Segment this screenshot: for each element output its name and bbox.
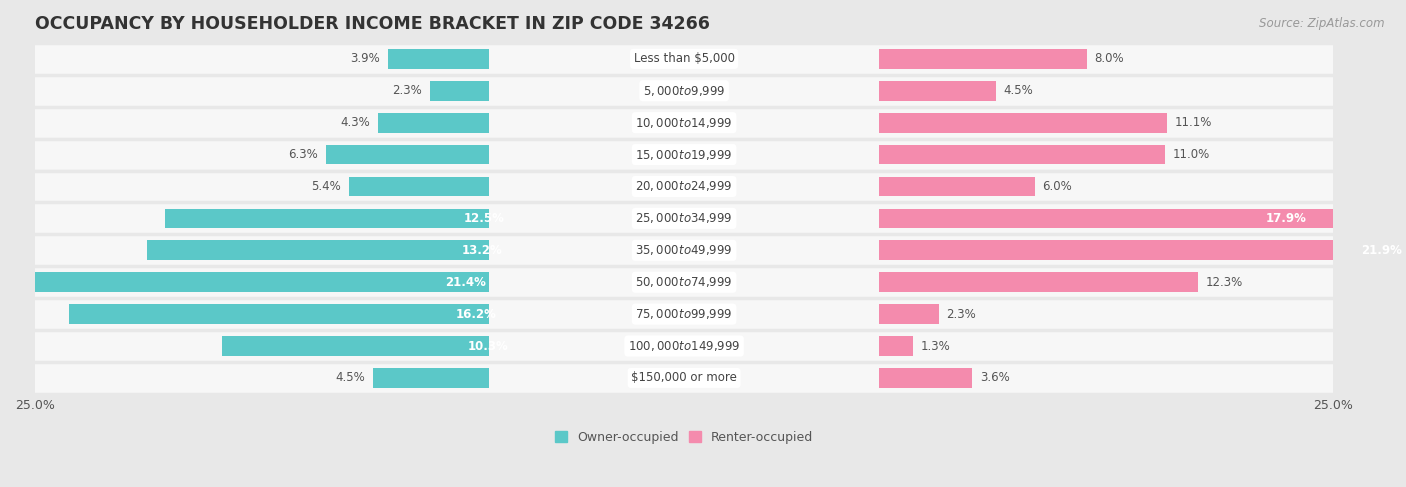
Text: $15,000 to $19,999: $15,000 to $19,999 [636, 148, 733, 162]
Text: 3.9%: 3.9% [350, 52, 380, 65]
Bar [879, 368, 973, 388]
Text: Source: ZipAtlas.com: Source: ZipAtlas.com [1260, 17, 1385, 30]
FancyBboxPatch shape [27, 363, 1341, 393]
Bar [326, 145, 489, 165]
Text: 10.3%: 10.3% [468, 339, 509, 353]
Text: $20,000 to $24,999: $20,000 to $24,999 [636, 180, 733, 193]
FancyBboxPatch shape [27, 267, 1341, 298]
Text: 12.3%: 12.3% [1206, 276, 1243, 289]
Bar [879, 304, 939, 324]
Text: $10,000 to $14,999: $10,000 to $14,999 [636, 116, 733, 130]
Text: 16.2%: 16.2% [456, 308, 496, 320]
Bar [373, 368, 489, 388]
Bar [388, 49, 489, 69]
Text: 8.0%: 8.0% [1094, 52, 1123, 65]
Bar [378, 113, 489, 132]
Text: 13.2%: 13.2% [463, 244, 503, 257]
Text: 2.3%: 2.3% [946, 308, 976, 320]
Text: 1.3%: 1.3% [921, 339, 950, 353]
Text: 21.9%: 21.9% [1361, 244, 1402, 257]
FancyBboxPatch shape [27, 203, 1341, 234]
Bar [0, 272, 489, 292]
Text: 21.4%: 21.4% [444, 276, 486, 289]
Text: 4.5%: 4.5% [1004, 84, 1033, 97]
FancyBboxPatch shape [27, 235, 1341, 265]
Bar [879, 113, 1167, 132]
Bar [349, 177, 489, 196]
Text: 17.9%: 17.9% [1265, 212, 1306, 225]
Bar [879, 241, 1406, 260]
Text: OCCUPANCY BY HOUSEHOLDER INCOME BRACKET IN ZIP CODE 34266: OCCUPANCY BY HOUSEHOLDER INCOME BRACKET … [35, 15, 710, 33]
Text: 6.3%: 6.3% [288, 148, 318, 161]
Text: 5.4%: 5.4% [312, 180, 342, 193]
FancyBboxPatch shape [27, 299, 1341, 329]
Bar [146, 241, 489, 260]
Bar [165, 208, 489, 228]
FancyBboxPatch shape [27, 171, 1341, 202]
Text: 6.0%: 6.0% [1042, 180, 1073, 193]
Text: $25,000 to $34,999: $25,000 to $34,999 [636, 211, 733, 225]
Bar [879, 145, 1164, 165]
Bar [222, 336, 489, 356]
Legend: Owner-occupied, Renter-occupied: Owner-occupied, Renter-occupied [555, 431, 814, 444]
Bar [879, 49, 1087, 69]
Text: 2.3%: 2.3% [392, 84, 422, 97]
Bar [879, 336, 912, 356]
Text: $50,000 to $74,999: $50,000 to $74,999 [636, 275, 733, 289]
Text: 4.3%: 4.3% [340, 116, 370, 129]
Text: 11.1%: 11.1% [1175, 116, 1212, 129]
FancyBboxPatch shape [27, 75, 1341, 106]
Text: 11.0%: 11.0% [1173, 148, 1209, 161]
FancyBboxPatch shape [27, 331, 1341, 361]
FancyBboxPatch shape [27, 139, 1341, 170]
Bar [879, 81, 995, 101]
Bar [69, 304, 489, 324]
Text: $100,000 to $149,999: $100,000 to $149,999 [628, 339, 741, 353]
FancyBboxPatch shape [27, 107, 1341, 138]
Text: 3.6%: 3.6% [980, 372, 1010, 384]
Text: $150,000 or more: $150,000 or more [631, 372, 737, 384]
Text: $35,000 to $49,999: $35,000 to $49,999 [636, 244, 733, 257]
FancyBboxPatch shape [27, 43, 1341, 74]
Bar [879, 208, 1344, 228]
Bar [879, 272, 1198, 292]
Text: $5,000 to $9,999: $5,000 to $9,999 [643, 84, 725, 98]
Text: 12.5%: 12.5% [464, 212, 505, 225]
Bar [879, 177, 1035, 196]
Text: 4.5%: 4.5% [335, 372, 364, 384]
Bar [430, 81, 489, 101]
Text: $75,000 to $99,999: $75,000 to $99,999 [636, 307, 733, 321]
Text: Less than $5,000: Less than $5,000 [634, 52, 734, 65]
